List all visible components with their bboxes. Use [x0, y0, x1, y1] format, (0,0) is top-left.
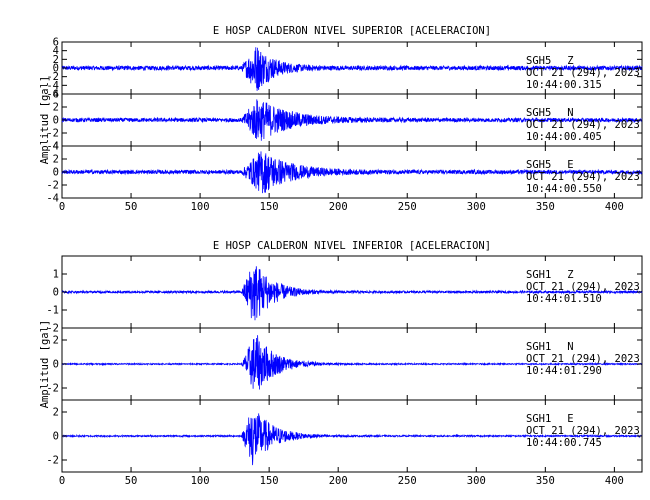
- date-label: OCT 21 (294), 2023: [526, 119, 640, 131]
- x-tick-label: 100: [191, 201, 210, 213]
- y-tick-label: 4: [53, 89, 59, 101]
- y-tick-label: 2: [53, 335, 59, 347]
- x-tick-label: 150: [260, 201, 279, 213]
- time-label: 10:44:00.745: [526, 437, 602, 449]
- y-tick-label: -6: [46, 89, 59, 101]
- time-label: 10:44:00.405: [526, 131, 602, 143]
- y-tick-label: 4: [53, 141, 59, 153]
- x-tick-label: 400: [605, 475, 624, 487]
- date-label: OCT 21 (294), 2023: [526, 353, 640, 365]
- y-tick-label: 2: [53, 54, 59, 66]
- x-tick-label: 250: [398, 475, 417, 487]
- time-label: 10:44:00.550: [526, 183, 602, 195]
- station-label: SGH1 Z: [526, 269, 574, 281]
- y-tick-label: 0: [53, 359, 59, 371]
- date-label: OCT 21 (294), 2023: [526, 425, 640, 437]
- y-tick-label: -2: [46, 455, 59, 467]
- waveform-trace: [61, 151, 643, 194]
- x-tick-label: 100: [191, 475, 210, 487]
- waveform-trace: [61, 99, 643, 141]
- y-tick-label: -2: [46, 323, 59, 335]
- x-tick-label: 200: [329, 201, 348, 213]
- y-tick-label: -2: [46, 128, 59, 140]
- y-tick-label: 0: [53, 63, 59, 75]
- x-tick-label: 300: [467, 201, 486, 213]
- y-tick-label: -2: [46, 180, 59, 192]
- y-tick-label: 0: [53, 167, 59, 179]
- y-tick-label: -2: [46, 71, 59, 83]
- y-tick-label: -2: [46, 383, 59, 395]
- date-label: OCT 21 (294), 2023: [526, 67, 640, 79]
- x-tick-label: 50: [125, 475, 138, 487]
- x-tick-label: 400: [605, 201, 624, 213]
- station-label: SGH5 E: [526, 159, 574, 171]
- date-label: OCT 21 (294), 2023: [526, 171, 640, 183]
- x-tick-label: 250: [398, 201, 417, 213]
- y-tick-label: -4: [46, 80, 59, 92]
- station-label: SGH1 N: [526, 341, 574, 353]
- y-tick-label: 0: [53, 115, 59, 127]
- x-tick-label: 50: [125, 201, 138, 213]
- waveform-trace: [61, 47, 643, 91]
- y-axis-label: Amplitud [gal]: [39, 320, 51, 409]
- y-tick-label: -1: [46, 305, 59, 317]
- time-label: 10:44:01.290: [526, 365, 602, 377]
- y-tick-label: 2: [53, 154, 59, 166]
- x-tick-label: 0: [59, 201, 65, 213]
- x-tick-label: 200: [329, 475, 348, 487]
- chart-title: E HOSP CALDERON NIVEL INFERIOR [ACELERAC…: [213, 240, 491, 252]
- y-tick-label: 6: [53, 37, 59, 49]
- y-tick-label: 0: [53, 431, 59, 443]
- y-tick-label: 2: [53, 407, 59, 419]
- x-tick-label: 0: [59, 475, 65, 487]
- x-tick-label: 150: [260, 475, 279, 487]
- y-tick-label: 4: [53, 45, 59, 57]
- y-tick-label: -4: [46, 193, 59, 205]
- time-label: 10:44:01.510: [526, 293, 602, 305]
- y-tick-label: 2: [53, 102, 59, 114]
- waveform-trace: [61, 266, 643, 321]
- station-label: SGH5 N: [526, 107, 574, 119]
- y-tick-label: -4: [46, 141, 59, 153]
- y-tick-label: 0: [53, 287, 59, 299]
- chart-title: E HOSP CALDERON NIVEL SUPERIOR [ACELERAC…: [213, 25, 491, 37]
- waveform-trace: [61, 335, 643, 390]
- x-tick-label: 300: [467, 475, 486, 487]
- time-label: 10:44:00.315: [526, 79, 602, 91]
- y-tick-label: 1: [53, 269, 59, 281]
- station-label: SGH5 Z: [526, 55, 574, 67]
- date-label: OCT 21 (294), 2023: [526, 281, 640, 293]
- y-axis-label: Amplitud [gal]: [39, 76, 51, 165]
- waveform-trace: [61, 413, 643, 466]
- x-tick-label: 350: [536, 201, 555, 213]
- x-tick-label: 350: [536, 475, 555, 487]
- station-label: SGH1 E: [526, 413, 574, 425]
